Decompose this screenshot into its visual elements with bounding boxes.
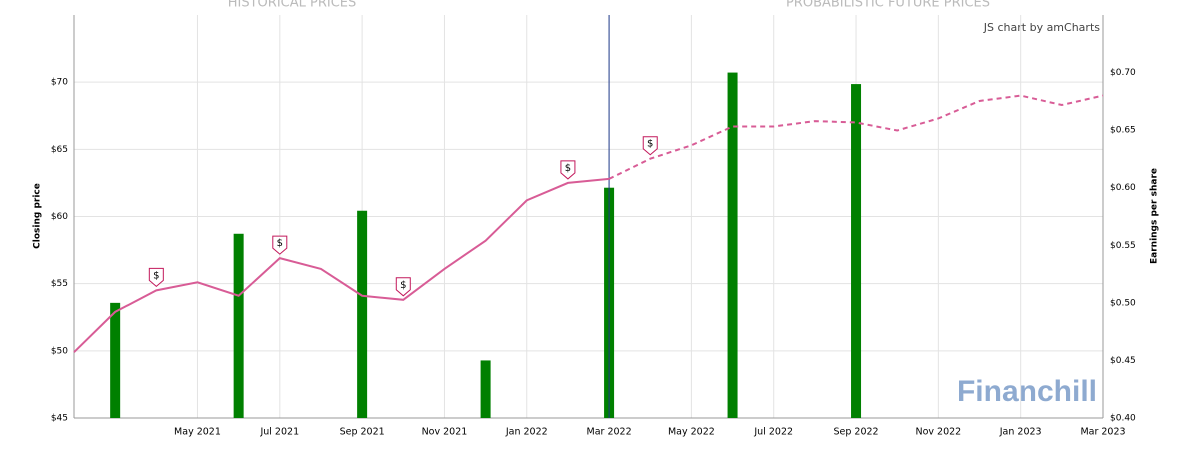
x-tick-label: Jan 2023 [999, 427, 1042, 438]
dividend-flag [148, 267, 164, 288]
section-title: HISTORICAL PRICES [228, 0, 357, 11]
dividend-label: $ [565, 163, 571, 174]
section-title: PROBABILISTIC FUTURE PRICES [786, 0, 990, 11]
x-tick-label: Mar 2023 [1080, 427, 1125, 438]
dividend-label: $ [400, 280, 406, 291]
x-tick-label: Sep 2022 [833, 427, 878, 438]
bar [480, 360, 491, 418]
bar [727, 72, 738, 419]
watermark: Financhill [957, 375, 1097, 408]
y-axis-label: Closing price [33, 183, 43, 249]
y-tick-label: $45 [51, 414, 68, 424]
dividend-label: $ [647, 139, 653, 150]
y-tick-label: $70 [51, 78, 68, 88]
dividend-label: $ [153, 270, 159, 281]
dividend-flag [560, 160, 576, 180]
dividend-flag [642, 136, 658, 156]
price-line [73, 177, 610, 353]
y2-axis-label: Earnings per share [1150, 168, 1160, 264]
x-tick-label: Mar 2022 [587, 427, 632, 438]
y2-tick-label: $0.40 [1110, 414, 1136, 424]
y2-tick-label: $0.50 [1110, 298, 1136, 308]
x-tick-label: Nov 2022 [915, 427, 961, 438]
y2-tick-label: $0.60 [1110, 183, 1136, 193]
x-tick-label: Jul 2022 [753, 427, 793, 438]
dividend-marker: $ [395, 277, 411, 297]
x-tick-label: Nov 2021 [422, 427, 468, 438]
credit: JS chart by amCharts [983, 21, 1100, 34]
x-tick-label: Jul 2021 [259, 427, 299, 438]
y2-tick-label: $0.45 [1110, 356, 1136, 366]
dividend-marker: $ [272, 235, 288, 255]
y-tick-label: $60 [51, 212, 68, 222]
x-tick-label: Jan 2022 [505, 427, 548, 438]
y2-tick-label: $0.70 [1110, 68, 1136, 78]
x-tick-label: May 2022 [668, 427, 715, 438]
dividend-marker: $ [148, 267, 164, 288]
y-tick-label: $55 [51, 279, 68, 289]
x-tick-label: Sep 2021 [340, 427, 385, 438]
dividend-flag [395, 277, 411, 297]
bar [110, 302, 121, 418]
dividend-flag [272, 235, 288, 255]
bar [233, 233, 244, 418]
bar [357, 210, 368, 418]
dividend-marker: $ [642, 136, 658, 156]
dividend-label: $ [277, 238, 283, 249]
y-tick-label: $50 [51, 346, 68, 356]
y-tick-label: $65 [51, 145, 68, 155]
dividend-marker: $ [560, 160, 576, 180]
x-tick-label: May 2021 [174, 427, 221, 438]
y2-tick-label: $0.55 [1110, 241, 1136, 251]
bar [851, 84, 862, 418]
y2-tick-label: $0.65 [1110, 126, 1136, 136]
